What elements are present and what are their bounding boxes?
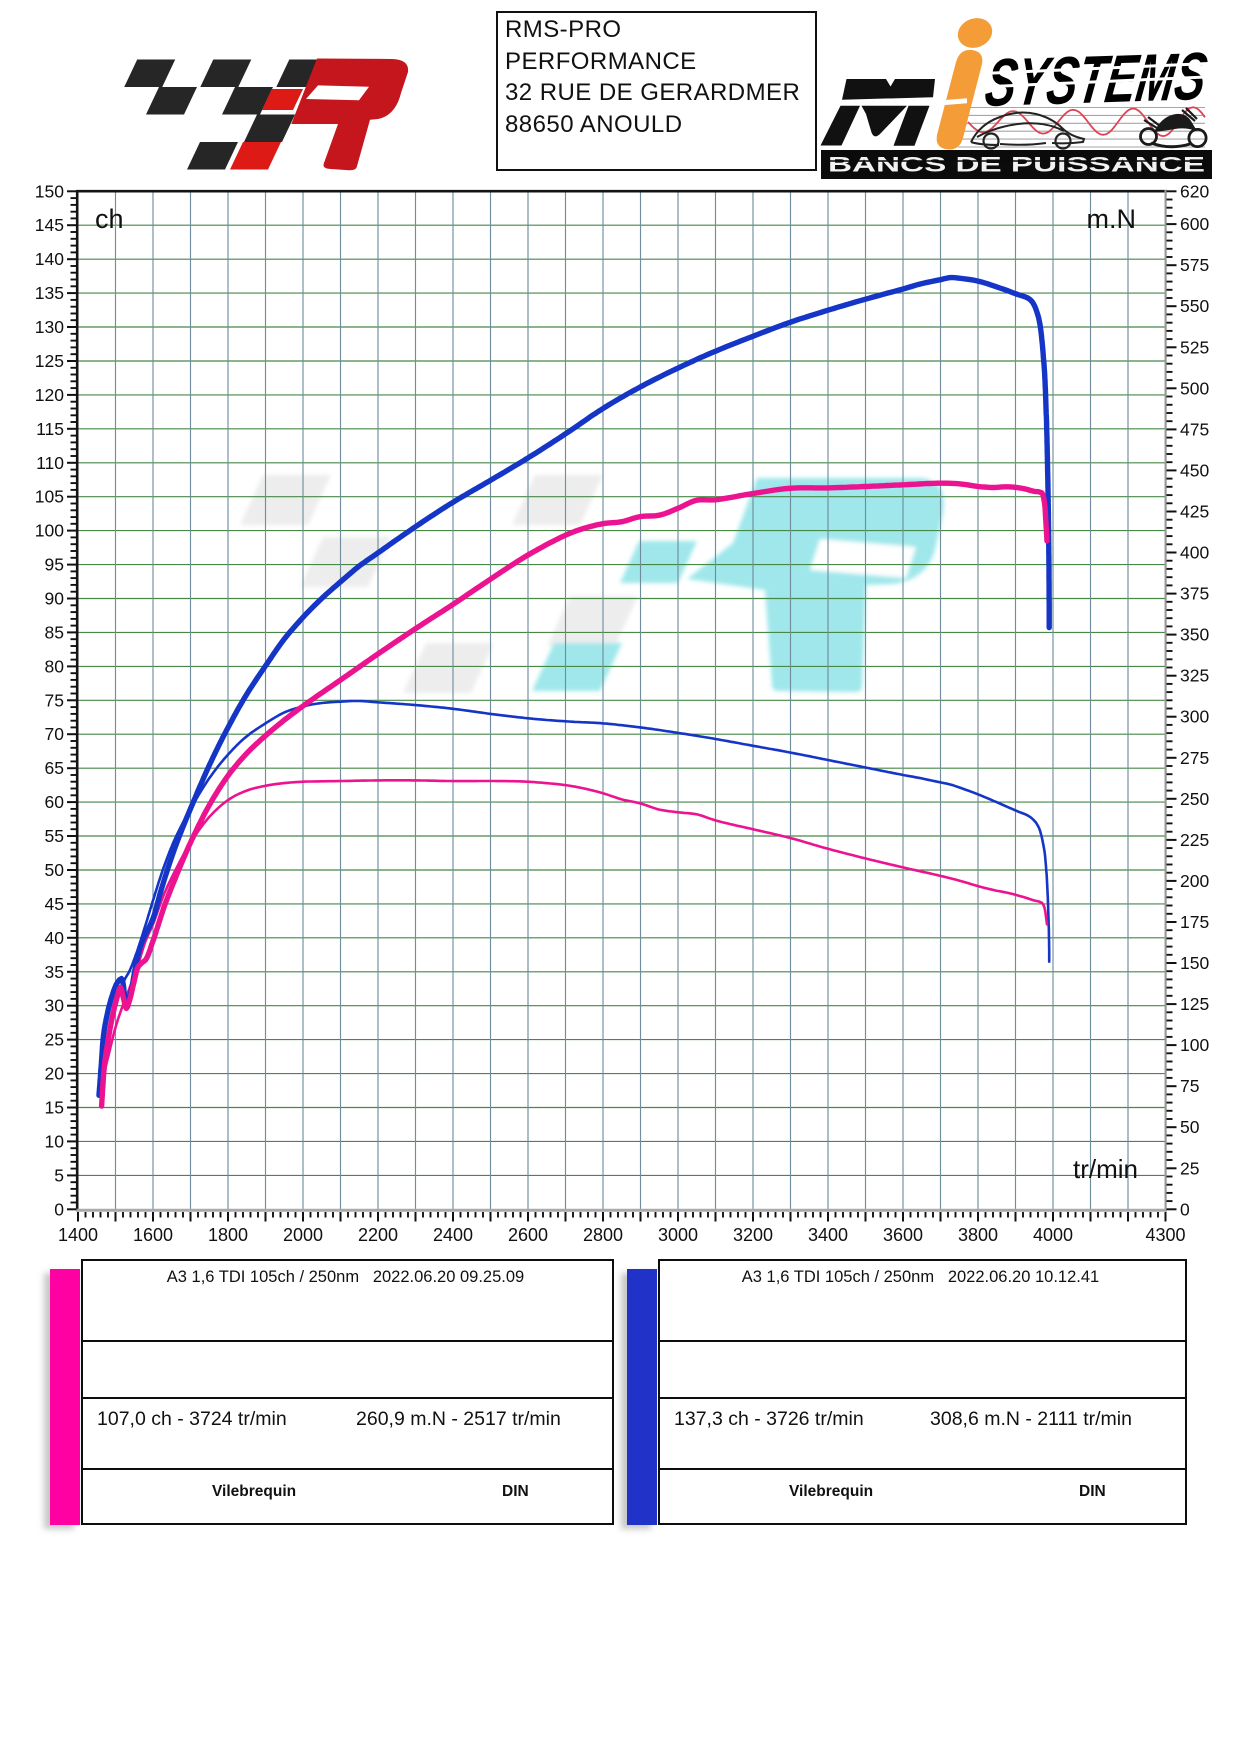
svg-text:100: 100 bbox=[1180, 1035, 1209, 1055]
svg-text:600: 600 bbox=[1180, 214, 1209, 234]
svg-text:4000: 4000 bbox=[1033, 1225, 1073, 1245]
svg-text:250: 250 bbox=[1180, 789, 1209, 809]
svg-text:95: 95 bbox=[45, 555, 64, 575]
svg-text:200: 200 bbox=[1180, 871, 1209, 891]
svg-text:620: 620 bbox=[1180, 181, 1209, 201]
svg-text:1600: 1600 bbox=[133, 1225, 173, 1245]
svg-text:25: 25 bbox=[1180, 1158, 1199, 1178]
svg-text:375: 375 bbox=[1180, 584, 1209, 604]
svg-text:275: 275 bbox=[1180, 748, 1209, 768]
svg-text:50: 50 bbox=[1180, 1117, 1200, 1137]
svg-text:2000: 2000 bbox=[283, 1225, 323, 1245]
svg-text:3400: 3400 bbox=[808, 1225, 848, 1245]
svg-text:100: 100 bbox=[35, 521, 64, 541]
svg-text:5: 5 bbox=[54, 1165, 64, 1185]
svg-text:550: 550 bbox=[1180, 296, 1209, 316]
svg-text:2400: 2400 bbox=[433, 1225, 473, 1245]
svg-text:70: 70 bbox=[45, 724, 65, 744]
svg-text:110: 110 bbox=[36, 453, 64, 473]
svg-text:475: 475 bbox=[1180, 419, 1209, 439]
svg-text:3800: 3800 bbox=[958, 1225, 998, 1245]
svg-text:80: 80 bbox=[45, 656, 65, 676]
svg-text:85: 85 bbox=[45, 622, 64, 642]
svg-text:175: 175 bbox=[1180, 912, 1209, 932]
svg-text:450: 450 bbox=[1180, 460, 1209, 480]
svg-text:10: 10 bbox=[45, 1131, 65, 1151]
svg-text:300: 300 bbox=[1180, 707, 1209, 727]
svg-text:40: 40 bbox=[45, 928, 65, 948]
svg-text:0: 0 bbox=[54, 1199, 64, 1219]
svg-text:125: 125 bbox=[1180, 994, 1209, 1014]
svg-text:1400: 1400 bbox=[58, 1225, 98, 1245]
svg-text:3200: 3200 bbox=[733, 1225, 773, 1245]
svg-text:BANCS DE PUISSANCE: BANCS DE PUISSANCE bbox=[828, 154, 1205, 177]
svg-text:400: 400 bbox=[1180, 543, 1209, 563]
svg-text:75: 75 bbox=[45, 690, 64, 710]
svg-text:140: 140 bbox=[35, 249, 64, 269]
svg-text:135: 135 bbox=[35, 283, 64, 303]
svg-text:60: 60 bbox=[45, 792, 65, 812]
svg-text:55: 55 bbox=[45, 826, 64, 846]
svg-text:4300: 4300 bbox=[1145, 1225, 1185, 1245]
svg-text:425: 425 bbox=[1180, 502, 1209, 522]
svg-text:575: 575 bbox=[1180, 255, 1209, 275]
svg-text:225: 225 bbox=[1180, 830, 1209, 850]
svg-text:35: 35 bbox=[45, 962, 64, 982]
svg-text:105: 105 bbox=[35, 487, 64, 507]
svg-text:75: 75 bbox=[1180, 1076, 1199, 1096]
svg-text:90: 90 bbox=[45, 589, 65, 609]
svg-text:125: 125 bbox=[35, 351, 64, 371]
svg-text:130: 130 bbox=[35, 317, 64, 337]
svg-text:45: 45 bbox=[45, 894, 64, 914]
svg-text:115: 115 bbox=[36, 419, 64, 439]
svg-text:0: 0 bbox=[1180, 1199, 1190, 1219]
svg-text:3600: 3600 bbox=[883, 1225, 923, 1245]
svg-text:tr/min: tr/min bbox=[1073, 1154, 1138, 1184]
svg-text:ch: ch bbox=[95, 204, 124, 234]
svg-text:SYSTEMS: SYSTEMS bbox=[981, 39, 1212, 121]
svg-text:m.N: m.N bbox=[1087, 204, 1137, 234]
svg-text:525: 525 bbox=[1180, 337, 1209, 357]
svg-text:25: 25 bbox=[45, 1030, 64, 1050]
svg-text:120: 120 bbox=[35, 385, 64, 405]
svg-text:150: 150 bbox=[1180, 953, 1209, 973]
svg-text:2800: 2800 bbox=[583, 1225, 623, 1245]
svg-text:50: 50 bbox=[45, 860, 65, 880]
svg-text:2200: 2200 bbox=[358, 1225, 398, 1245]
svg-text:325: 325 bbox=[1180, 666, 1209, 686]
svg-text:500: 500 bbox=[1180, 378, 1209, 398]
svg-text:30: 30 bbox=[45, 996, 65, 1016]
svg-text:15: 15 bbox=[45, 1098, 64, 1118]
svg-text:150: 150 bbox=[35, 181, 64, 201]
svg-text:145: 145 bbox=[35, 215, 64, 235]
svg-text:20: 20 bbox=[45, 1064, 65, 1084]
svg-text:2600: 2600 bbox=[508, 1225, 548, 1245]
svg-text:350: 350 bbox=[1180, 625, 1209, 645]
svg-text:1800: 1800 bbox=[208, 1225, 248, 1245]
svg-text:3000: 3000 bbox=[658, 1225, 698, 1245]
svg-text:65: 65 bbox=[45, 758, 64, 778]
